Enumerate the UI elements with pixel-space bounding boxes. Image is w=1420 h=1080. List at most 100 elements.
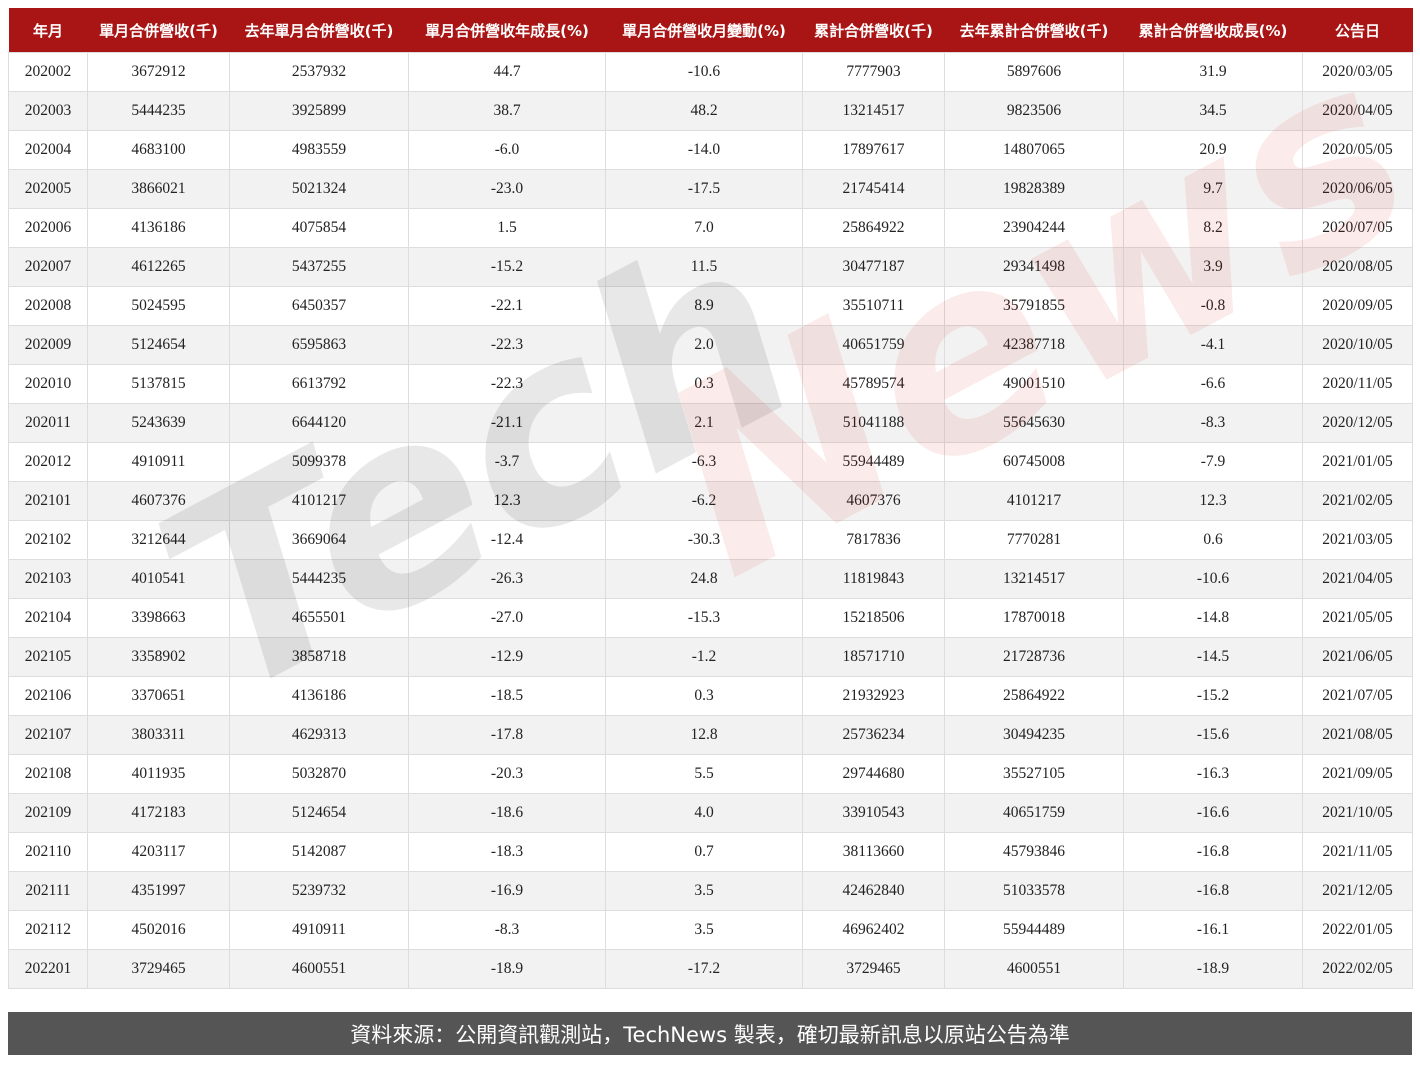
table-cell: 8.9 [605, 286, 803, 326]
table-cell: 4351997 [87, 871, 230, 911]
table-cell: -22.3 [408, 364, 606, 404]
table-cell: -16.6 [1123, 793, 1303, 833]
table-cell: 60745008 [944, 442, 1124, 482]
table-cell: -8.3 [1123, 403, 1303, 443]
table-cell: 2021/08/05 [1302, 715, 1413, 755]
table-cell: 202103 [8, 559, 88, 599]
table-cell: 42387718 [944, 325, 1124, 365]
table-cell: -15.2 [1123, 676, 1303, 716]
table-cell: 4683100 [87, 130, 230, 170]
table-cell: 3358902 [87, 637, 230, 677]
table-cell: -6.3 [605, 442, 803, 482]
table-row: 202106 3370651 4136186 -18.5 0.3 21932923 2586… [8, 676, 1413, 716]
revenue-table: 年月 單月合併營收(千) 去年單月合併營收(千) 單月合併營收年成長(%) 單月合併營收… [8, 8, 1413, 989]
table-cell: -18.3 [408, 832, 606, 872]
table-cell: -12.9 [408, 637, 606, 677]
table-cell: 2020/03/05 [1302, 52, 1413, 92]
table-cell: 17870018 [944, 598, 1124, 638]
table-cell: 55645630 [944, 403, 1124, 443]
table-cell: 11819843 [802, 559, 945, 599]
table-row: 202008 5024595 6450357 -22.1 8.9 35510711 3579… [8, 286, 1413, 326]
table-cell: 24.8 [605, 559, 803, 599]
table-cell: 2021/09/05 [1302, 754, 1413, 794]
table-cell: 30494235 [944, 715, 1124, 755]
column-header: 公告日 [1302, 8, 1413, 53]
table-cell: 202109 [8, 793, 88, 833]
table-cell: 51041188 [802, 403, 945, 443]
table-cell: 5444235 [87, 91, 230, 131]
table-cell: 38113660 [802, 832, 945, 872]
table-cell: -20.3 [408, 754, 606, 794]
table-row: 202201 3729465 4600551 -18.9 -17.2 3729465 460… [8, 949, 1413, 989]
column-header: 累計合併營收(千) [802, 8, 945, 53]
table-cell: -6.6 [1123, 364, 1303, 404]
table-cell: 202003 [8, 91, 88, 131]
table-cell: 202201 [8, 949, 88, 989]
table-cell: 5897606 [944, 52, 1124, 92]
table-cell: -6.0 [408, 130, 606, 170]
table-cell: 45793846 [944, 832, 1124, 872]
table-cell: 3370651 [87, 676, 230, 716]
table-row: 202112 4502016 4910911 -8.3 3.5 46962402 55944… [8, 910, 1413, 950]
table-row: 202003 5444235 3925899 38.7 48.2 13214517 9823… [8, 91, 1413, 131]
table-row: 202006 4136186 4075854 1.5 7.0 25864922 239042… [8, 208, 1413, 248]
table-cell: 2020/12/05 [1302, 403, 1413, 443]
table-cell: 4136186 [229, 676, 409, 716]
table-cell: -14.0 [605, 130, 803, 170]
table-row: 202105 3358902 3858718 -12.9 -1.2 18571710 217… [8, 637, 1413, 677]
table-cell: 4101217 [944, 481, 1124, 521]
table-cell: 202007 [8, 247, 88, 287]
table-row: 202111 4351997 5239732 -16.9 3.5 42462840 5103… [8, 871, 1413, 911]
table-cell: 21932923 [802, 676, 945, 716]
table-row: 202002 3672912 2537932 44.7 -10.6 7777903 5897… [8, 52, 1413, 92]
table-cell: 23904244 [944, 208, 1124, 248]
table-cell: 4600551 [944, 949, 1124, 989]
table-row: 202012 4910911 5099378 -3.7 -6.3 55944489 6074… [8, 442, 1413, 482]
table-cell: 42462840 [802, 871, 945, 911]
table-cell: 202106 [8, 676, 88, 716]
table-cell: 9823506 [944, 91, 1124, 131]
table-cell: -18.9 [408, 949, 606, 989]
table-cell: -18.5 [408, 676, 606, 716]
table-cell: 4.0 [605, 793, 803, 833]
table-cell: 40651759 [802, 325, 945, 365]
table-cell: 21745414 [802, 169, 945, 209]
table-row: 202107 3803311 4629313 -17.8 12.8 25736234 304… [8, 715, 1413, 755]
table-cell: 3858718 [229, 637, 409, 677]
table-cell: 5243639 [87, 403, 230, 443]
table-cell: 21728736 [944, 637, 1124, 677]
table-cell: -15.6 [1123, 715, 1303, 755]
table-cell: 5032870 [229, 754, 409, 794]
table-cell: 4172183 [87, 793, 230, 833]
table-cell: 29744680 [802, 754, 945, 794]
table-cell: 2021/01/05 [1302, 442, 1413, 482]
column-header: 單月合併營收月變動(%) [605, 8, 803, 53]
table-cell: -17.2 [605, 949, 803, 989]
table-cell: 202011 [8, 403, 88, 443]
table-cell: 202002 [8, 52, 88, 92]
table-cell: 2020/11/05 [1302, 364, 1413, 404]
table-cell: 3212644 [87, 520, 230, 560]
table-cell: 5124654 [87, 325, 230, 365]
table-cell: -16.1 [1123, 910, 1303, 950]
table-cell: 4607376 [802, 481, 945, 521]
table-cell: 0.7 [605, 832, 803, 872]
table-cell: -18.9 [1123, 949, 1303, 989]
table-cell: 46962402 [802, 910, 945, 950]
table-cell: 45789574 [802, 364, 945, 404]
column-header: 年月 [8, 8, 88, 53]
table-cell: 202102 [8, 520, 88, 560]
table-row: 202101 4607376 4101217 12.3 -6.2 4607376 41012… [8, 481, 1413, 521]
table-cell: 5099378 [229, 442, 409, 482]
table-row: 202009 5124654 6595863 -22.3 2.0 40651759 4238… [8, 325, 1413, 365]
table-cell: 20.9 [1123, 130, 1303, 170]
table-cell: 1.5 [408, 208, 606, 248]
table-cell: 202010 [8, 364, 88, 404]
table-cell: 55944489 [802, 442, 945, 482]
table-cell: 38.7 [408, 91, 606, 131]
table-cell: 4101217 [229, 481, 409, 521]
table-cell: 48.2 [605, 91, 803, 131]
table-cell: 0.3 [605, 364, 803, 404]
table-cell: 2021/03/05 [1302, 520, 1413, 560]
table-cell: 13214517 [944, 559, 1124, 599]
